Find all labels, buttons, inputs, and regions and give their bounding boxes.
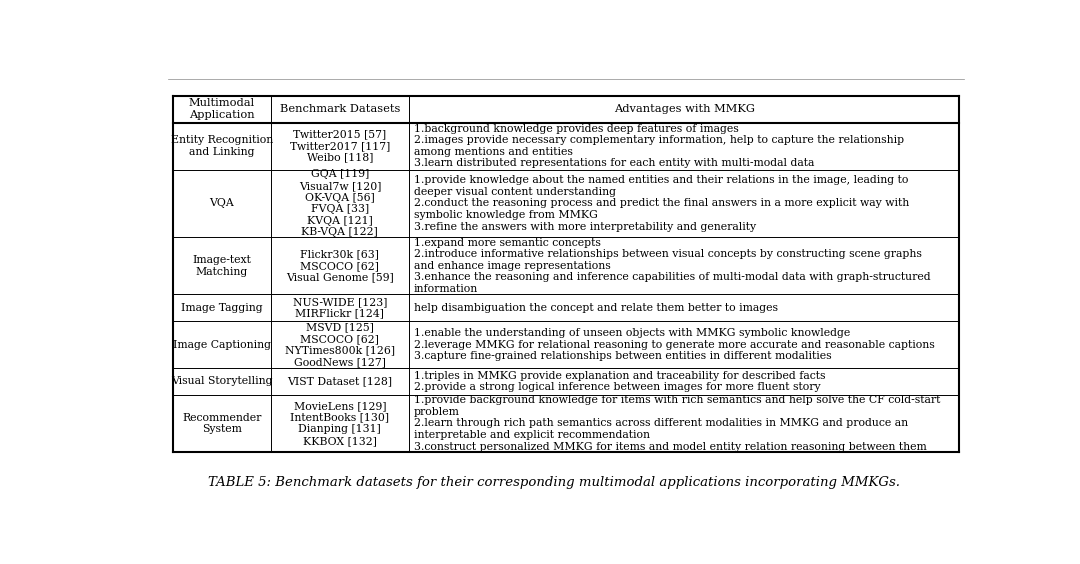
Text: 1.provide knowledge about the named entities and their relations in the image, l: 1.provide knowledge about the named enti…: [414, 175, 909, 232]
Text: help disambiguation the concept and relate them better to images: help disambiguation the concept and rela…: [414, 303, 778, 312]
Text: Image Captioning: Image Captioning: [173, 340, 271, 350]
Text: Twitter2015 [57]
Twitter2017 [117]
Weibo [118]: Twitter2015 [57] Twitter2017 [117] Weibo…: [289, 130, 390, 162]
Text: MSVD [125]
MSCOCO [62]
NYTimes800k [126]
GoodNews [127]: MSVD [125] MSCOCO [62] NYTimes800k [126]…: [285, 322, 395, 367]
Text: Benchmark Datasets: Benchmark Datasets: [280, 104, 400, 114]
Text: 1.enable the understanding of unseen objects with MMKG symbolic knowledge
2.leve: 1.enable the understanding of unseen obj…: [414, 328, 934, 361]
Text: Image Tagging: Image Tagging: [181, 303, 262, 312]
Text: VIST Dataset [128]: VIST Dataset [128]: [287, 376, 392, 386]
Text: TABLE 5: Benchmark datasets for their corresponding multimodal applications inco: TABLE 5: Benchmark datasets for their co…: [207, 476, 900, 489]
Text: 1.provide background knowledge for items with rich semantics and help solve the : 1.provide background knowledge for items…: [414, 395, 940, 452]
Text: 1.expand more semantic concepts
2.introduce informative relationships between vi: 1.expand more semantic concepts 2.introd…: [414, 237, 930, 294]
Text: 1.triples in MMKG provide explanation and traceability for described facts
2.pro: 1.triples in MMKG provide explanation an…: [414, 371, 825, 392]
Text: GQA [119]
Visual7w [120]
OK-VQA [56]
FVQA [33]
KVQA [121]
KB-VQA [122]: GQA [119] Visual7w [120] OK-VQA [56] FVQ…: [299, 169, 381, 237]
Text: MovieLens [129]
IntentBooks [130]
Dianping [131]
KKBOX [132]: MovieLens [129] IntentBooks [130] Dianpi…: [291, 401, 390, 446]
Text: Image-text
Matching: Image-text Matching: [192, 255, 252, 276]
Text: NUS-WIDE [123]
MIRFlickr [124]: NUS-WIDE [123] MIRFlickr [124]: [293, 297, 387, 319]
Text: Flickr30k [63]
MSCOCO [62]
Visual Genome [59]: Flickr30k [63] MSCOCO [62] Visual Genome…: [286, 249, 394, 283]
Text: VQA: VQA: [210, 199, 234, 208]
Text: Multimodal
Application: Multimodal Application: [189, 98, 255, 120]
Text: Entity Recognition
and Linking: Entity Recognition and Linking: [171, 135, 273, 157]
Text: Visual Storytelling: Visual Storytelling: [171, 376, 272, 386]
Text: Recommender
System: Recommender System: [183, 412, 261, 434]
Text: 1.background knowledge provides deep features of images
2.images provide necessa: 1.background knowledge provides deep fea…: [414, 124, 904, 169]
Text: Advantages with MMKG: Advantages with MMKG: [613, 104, 755, 114]
